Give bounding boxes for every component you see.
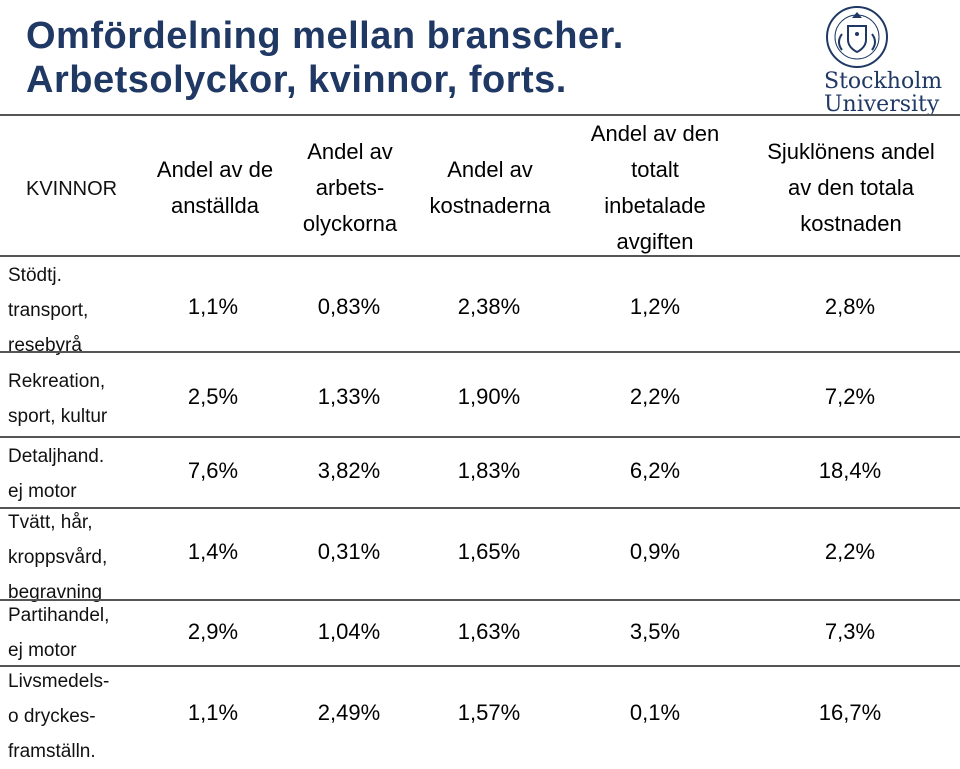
logo-line-1: Stockholm — [824, 69, 943, 94]
row-label-line: Tvätt, hår, — [8, 512, 93, 533]
table-rule — [0, 114, 960, 116]
table-cell: 2,5% — [187, 384, 239, 409]
logo-wordmark: Stockholm University — [824, 70, 942, 116]
row-label-line: ej motor — [8, 481, 77, 502]
header-andel-arbetsolyckorna: Andel av arbets- olyckorna — [285, 134, 415, 242]
table-rule — [0, 599, 960, 601]
header-line: Andel av — [447, 157, 533, 182]
header-andel-kostnaderna: Andel av kostnaderna — [415, 152, 565, 224]
table-cell: 7,6% — [187, 458, 239, 483]
table-cell: 2,8% — [824, 294, 876, 319]
table-cell: 1,65% — [457, 539, 521, 564]
table-cell: 2,9% — [187, 619, 239, 644]
table-rule — [0, 507, 960, 509]
row-label-line: transport, — [8, 300, 89, 321]
row-label-line: resebyrå — [8, 335, 82, 356]
table-cell: 1,83% — [457, 458, 521, 483]
header-andel-anstallda: Andel av de anställda — [145, 152, 285, 224]
table-rule — [0, 436, 960, 438]
table-rule — [0, 351, 960, 353]
table-cell: 18,4% — [818, 458, 882, 483]
row-label-line: begravning — [8, 582, 103, 603]
title-line-2: Arbetsolyckor, kvinnor, forts. — [26, 59, 567, 101]
table-cell: 7,3% — [824, 619, 876, 644]
table-cell: 1,63% — [457, 619, 521, 644]
table-rule — [0, 665, 960, 667]
header-line: inbetalade — [604, 193, 706, 218]
header-line: kostnaden — [800, 211, 902, 236]
row-label-line: sport, kultur — [8, 406, 108, 427]
header-line: anställda — [170, 193, 260, 218]
table-cell: 1,57% — [457, 700, 521, 725]
table-cell: 2,38% — [457, 294, 521, 319]
table-cell: 7,2% — [824, 384, 876, 409]
slide-title: Omfördelning mellan branscher. Arbetsoly… — [26, 14, 786, 102]
table-cell: 3,82% — [317, 458, 381, 483]
table-cell: 2,2% — [629, 384, 681, 409]
table-cell: 0,9% — [629, 539, 681, 564]
row-label-line: o dryckes- — [8, 706, 96, 727]
header-line: Andel av de — [156, 157, 274, 182]
row-label-partihandel: Partihandel, ej motor — [8, 598, 109, 668]
row-label-stodtj-transport: Stödtj. transport, resebyrå — [8, 258, 88, 363]
row-label-tvatt-har: Tvätt, hår, kroppsvård, begravning — [8, 505, 107, 610]
table-rule — [0, 255, 960, 257]
header-andel-avgiften: Andel av den totalt inbetalade avgiften — [575, 116, 735, 260]
header-line: kostnaderna — [429, 193, 551, 218]
table-cell: 0,1% — [629, 700, 681, 725]
table-cell: 1,1% — [187, 700, 239, 725]
row-label-rekreation: Rekreation, sport, kultur — [8, 364, 107, 434]
table-cell: 1,33% — [317, 384, 381, 409]
university-logo: Stockholm University — [820, 4, 950, 122]
university-seal-icon — [826, 6, 888, 68]
row-label-line: ej motor — [8, 640, 77, 661]
header-line: Andel av den — [590, 121, 720, 146]
header-sjuklonens-andel: Sjuklönens andel av den totala kostnaden — [745, 134, 957, 242]
table-cell: 0,31% — [317, 539, 381, 564]
row-label-detaljhandel: Detaljhand. ej motor — [8, 439, 104, 509]
row-label-line: Livsmedels- — [8, 671, 110, 692]
header-line: totalt — [631, 157, 679, 182]
title-line-1: Omfördelning mellan branscher. — [26, 15, 624, 57]
header-line: arbets- — [315, 175, 385, 200]
row-label-livsmedel: Livsmedels- o dryckes- framställn. — [8, 664, 109, 769]
header-line: Sjuklönens andel — [767, 139, 935, 164]
header-line: olyckorna — [302, 211, 398, 236]
table-cell: 1,2% — [629, 294, 681, 319]
header-line: avgiften — [616, 229, 694, 254]
table-cell: 2,49% — [317, 700, 381, 725]
row-label-line: Partihandel, — [8, 605, 110, 626]
row-label-line: kroppsvård, — [8, 547, 108, 568]
corner-label: KVINNOR — [26, 178, 118, 200]
table-cell: 3,5% — [629, 619, 681, 644]
table-cell: 1,90% — [457, 384, 521, 409]
logo-line-2: University — [824, 92, 940, 117]
row-label-line: Rekreation, — [8, 371, 106, 392]
table-cell: 16,7% — [818, 700, 882, 725]
table-cell: 0,83% — [317, 294, 381, 319]
row-label-line: Stödtj. — [8, 265, 62, 286]
table-cell: 1,04% — [317, 619, 381, 644]
table-cell: 6,2% — [629, 458, 681, 483]
table-cell: 1,4% — [187, 539, 239, 564]
row-label-line: framställn. — [8, 741, 96, 762]
row-label-line: Detaljhand. — [8, 446, 105, 467]
table-cell: 2,2% — [824, 539, 876, 564]
header-line: av den totala — [788, 175, 914, 200]
table-cell: 1,1% — [187, 294, 239, 319]
header-line: Andel av — [307, 139, 393, 164]
